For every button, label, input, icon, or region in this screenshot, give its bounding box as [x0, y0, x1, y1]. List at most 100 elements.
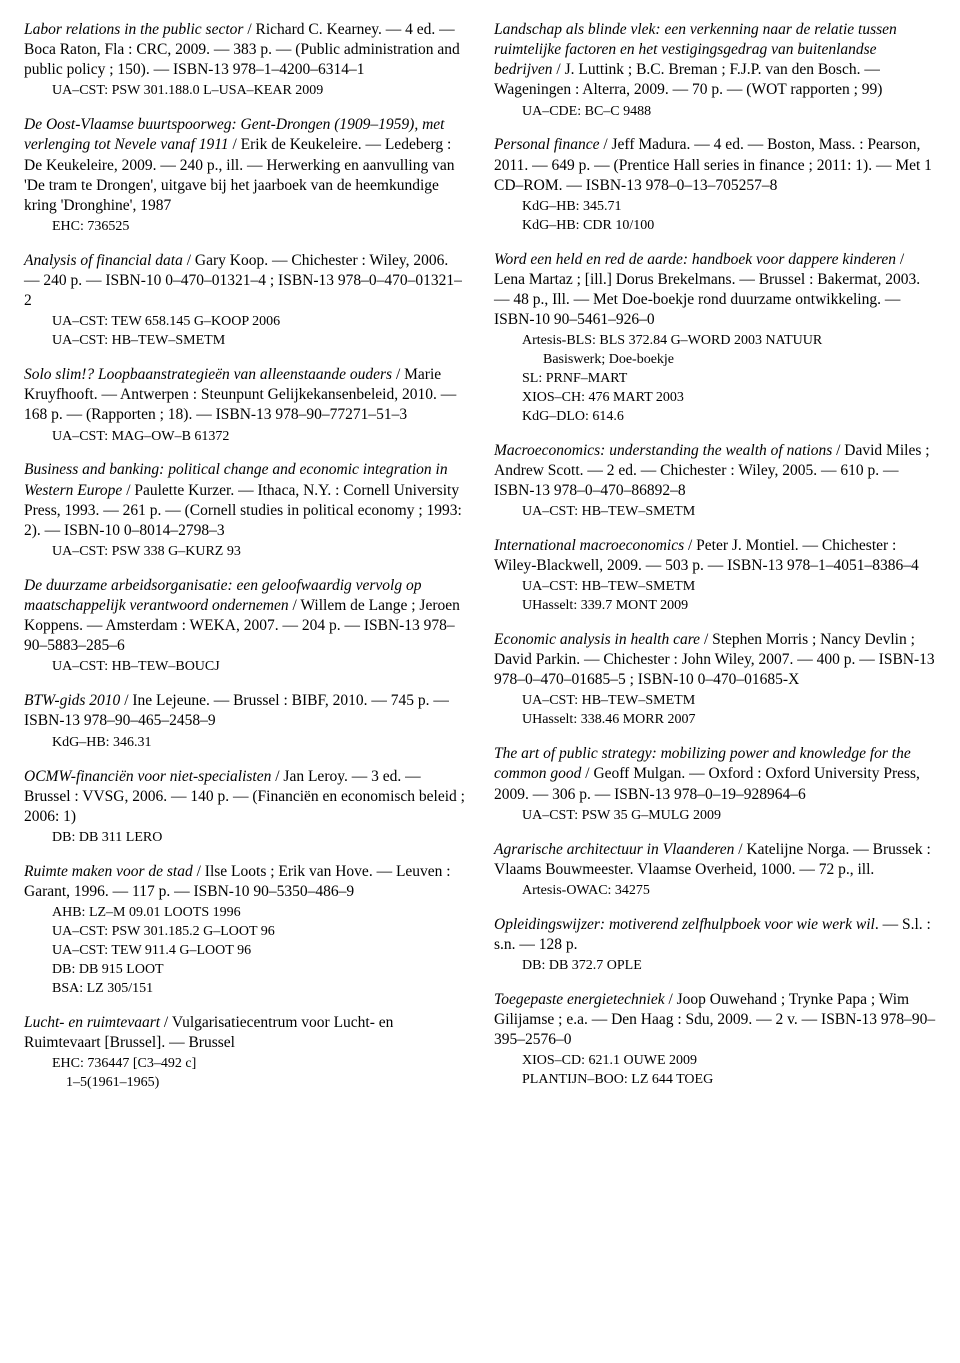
shelfmarks: KdG–HB: 345.71KdG–HB: CDR 10/100 [494, 198, 936, 236]
bibliography-entry: Toegepaste energietechniek / Joop Ouweha… [494, 990, 936, 1090]
bibliography-entry: Opleidingswijzer: motiverend zelfhulpboe… [494, 915, 936, 976]
shelfmark-line: KdG–HB: 346.31 [52, 734, 466, 753]
entry-title: International macroeconomics [494, 537, 684, 554]
shelfmark-line: XIOS–CD: 621.1 OUWE 2009 [522, 1052, 936, 1071]
shelfmark-line: UA–CST: PSW 301.188.0 L–USA–KEAR 2009 [52, 82, 466, 101]
entry-body: Business and banking: political change a… [24, 460, 466, 541]
entry-body: Agrarische architectuur in Vlaanderen / … [494, 840, 936, 880]
shelfmarks: DB: DB 372.7 OPLE [494, 957, 936, 976]
shelfmark-line: KdG–DLO: 614.6 [522, 408, 936, 427]
entry-title: Analysis of financial data [24, 252, 183, 269]
shelfmarks: KdG–HB: 346.31 [24, 734, 466, 753]
shelfmark-line: 1–5(1961–1965) [52, 1074, 466, 1093]
bibliography-entry: International macroeconomics / Peter J. … [494, 536, 936, 616]
shelfmarks: UA–CST: HB–TEW–SMETM [494, 503, 936, 522]
entry-body: BTW-gids 2010 / Ine Lejeune. — Brussel :… [24, 691, 466, 731]
entry-body: Labor relations in the public sector / R… [24, 20, 466, 80]
shelfmarks: DB: DB 311 LERO [24, 829, 466, 848]
shelfmark-line: UHasselt: 338.46 MORR 2007 [522, 711, 936, 730]
entry-title: Word een held en red de aarde: handboek … [494, 251, 896, 268]
entry-body: International macroeconomics / Peter J. … [494, 536, 936, 576]
entry-body: Lucht- en ruimtevaart / Vulgarisatiecent… [24, 1013, 466, 1053]
shelfmarks: Artesis-BLS: BLS 372.84 G–WORD 2003 NATU… [494, 332, 936, 426]
bibliography-entry: Personal finance / Jeff Madura. — 4 ed. … [494, 135, 936, 235]
entry-body: De duurzame arbeidsorganisatie: een gelo… [24, 576, 466, 657]
bibliography-entry: Agrarische architectuur in Vlaanderen / … [494, 840, 936, 901]
bibliography-entry: Business and banking: political change a… [24, 460, 466, 561]
bibliography-entry: Solo slim!? Loopbaanstrategieën van alle… [24, 365, 466, 446]
left-column: Labor relations in the public sector / R… [24, 20, 466, 1107]
shelfmarks: UA–CST: HB–TEW–BOUCJ [24, 658, 466, 677]
entry-title: Agrarische architectuur in Vlaanderen [494, 841, 734, 858]
shelfmark-line: Artesis-OWAC: 34275 [522, 882, 936, 901]
entry-title: BTW-gids 2010 [24, 692, 120, 709]
shelfmarks: UA–CST: PSW 338 G–KURZ 93 [24, 543, 466, 562]
entry-body: Word een held en red de aarde: handboek … [494, 250, 936, 331]
entry-title: Economic analysis in health care [494, 631, 700, 648]
shelfmark-line: PLANTIJN–BOO: LZ 644 TOEG [522, 1071, 936, 1090]
entry-body: OCMW-financiën voor niet-specialisten / … [24, 767, 466, 827]
entry-title: Labor relations in the public sector [24, 21, 243, 38]
entry-title: Solo slim!? Loopbaanstrategieën van alle… [24, 366, 392, 383]
right-column: Landschap als blinde vlek: een verkennin… [494, 20, 936, 1107]
shelfmark-line: UA–CST: PSW 301.185.2 G–LOOT 96 [52, 923, 466, 942]
shelfmarks: XIOS–CD: 621.1 OUWE 2009PLANTIJN–BOO: LZ… [494, 1052, 936, 1090]
shelfmarks: UA–CST: PSW 301.188.0 L–USA–KEAR 2009 [24, 82, 466, 101]
shelfmarks: EHC: 736447 [C3–492 c] 1–5(1961–1965) [24, 1055, 466, 1093]
entry-body: Toegepaste energietechniek / Joop Ouweha… [494, 990, 936, 1050]
shelfmarks: UA–CDE: BC–C 9488 [494, 103, 936, 122]
entry-details: / J. Luttink ; B.C. Breman ; F.J.P. van … [494, 61, 882, 98]
shelfmarks: UA–CST: TEW 658.145 G–KOOP 2006UA–CST: H… [24, 313, 466, 351]
bibliography-entry: The art of public strategy: mobilizing p… [494, 744, 936, 825]
entry-title: Macroeconomics: understanding the wealth… [494, 442, 832, 459]
shelfmarks: UA–CST: HB–TEW–SMETMUHasselt: 339.7 MONT… [494, 578, 936, 616]
shelfmark-line: UA–CDE: BC–C 9488 [522, 103, 936, 122]
shelfmark-line: UA–CST: TEW 911.4 G–LOOT 96 [52, 942, 466, 961]
shelfmark-line: UA–CST: PSW 338 G–KURZ 93 [52, 543, 466, 562]
shelfmark-line: Basiswerk; Doe-boekje [522, 351, 936, 370]
entry-body: Macroeconomics: understanding the wealth… [494, 441, 936, 501]
shelfmark-line: UA–CST: HB–TEW–SMETM [52, 332, 466, 351]
shelfmark-line: EHC: 736525 [52, 218, 466, 237]
bibliography-entry: Economic analysis in health care / Steph… [494, 630, 936, 730]
shelfmark-line: DB: DB 311 LERO [52, 829, 466, 848]
bibliography-entry: Word een held en red de aarde: handboek … [494, 250, 936, 427]
entry-title: Ruimte maken voor de stad [24, 863, 193, 880]
shelfmark-line: KdG–HB: 345.71 [522, 198, 936, 217]
shelfmarks: AHB: LZ–M 09.01 LOOTS 1996UA–CST: PSW 30… [24, 904, 466, 998]
entry-body: Personal finance / Jeff Madura. — 4 ed. … [494, 135, 936, 195]
shelfmark-line: Artesis-BLS: BLS 372.84 G–WORD 2003 NATU… [522, 332, 936, 351]
bibliography-entry: OCMW-financiën voor niet-specialisten / … [24, 767, 466, 848]
bibliography-columns: Labor relations in the public sector / R… [24, 20, 936, 1107]
shelfmarks: EHC: 736525 [24, 218, 466, 237]
entry-body: Economic analysis in health care / Steph… [494, 630, 936, 690]
shelfmark-line: BSA: LZ 305/151 [52, 980, 466, 999]
shelfmark-line: UA–CST: HB–TEW–SMETM [522, 692, 936, 711]
shelfmarks: UA–CST: MAG–OW–B 61372 [24, 428, 466, 447]
shelfmark-line: UA–CST: HB–TEW–SMETM [522, 578, 936, 597]
bibliography-entry: Landschap als blinde vlek: een verkennin… [494, 20, 936, 121]
bibliography-entry: BTW-gids 2010 / Ine Lejeune. — Brussel :… [24, 691, 466, 752]
bibliography-entry: Labor relations in the public sector / R… [24, 20, 466, 101]
entry-body: Solo slim!? Loopbaanstrategieën van alle… [24, 365, 466, 425]
shelfmark-line: UA–CST: MAG–OW–B 61372 [52, 428, 466, 447]
bibliography-entry: De Oost-Vlaamse buurtspoorweg: Gent-Dron… [24, 115, 466, 237]
bibliography-entry: Lucht- en ruimtevaart / Vulgarisatiecent… [24, 1013, 466, 1093]
shelfmark-line: UA–CST: TEW 658.145 G–KOOP 2006 [52, 313, 466, 332]
entry-title: Lucht- en ruimtevaart [24, 1014, 160, 1031]
shelfmark-line: UA–CST: HB–TEW–BOUCJ [52, 658, 466, 677]
shelfmark-line: UA–CST: PSW 35 G–MULG 2009 [522, 807, 936, 826]
entry-body: De Oost-Vlaamse buurtspoorweg: Gent-Dron… [24, 115, 466, 216]
shelfmark-line: KdG–HB: CDR 10/100 [522, 217, 936, 236]
shelfmarks: Artesis-OWAC: 34275 [494, 882, 936, 901]
entry-body: Analysis of financial data / Gary Koop. … [24, 251, 466, 311]
shelfmark-line: SL: PRNF–MART [522, 370, 936, 389]
entry-body: The art of public strategy: mobilizing p… [494, 744, 936, 804]
entry-title: Personal finance [494, 136, 599, 153]
bibliography-entry: De duurzame arbeidsorganisatie: een gelo… [24, 576, 466, 677]
shelfmark-line: UA–CST: HB–TEW–SMETM [522, 503, 936, 522]
shelfmark-line: XIOS–CH: 476 MART 2003 [522, 389, 936, 408]
entry-body: Ruimte maken voor de stad / Ilse Loots ;… [24, 862, 466, 902]
shelfmark-line: AHB: LZ–M 09.01 LOOTS 1996 [52, 904, 466, 923]
shelfmarks: UA–CST: PSW 35 G–MULG 2009 [494, 807, 936, 826]
